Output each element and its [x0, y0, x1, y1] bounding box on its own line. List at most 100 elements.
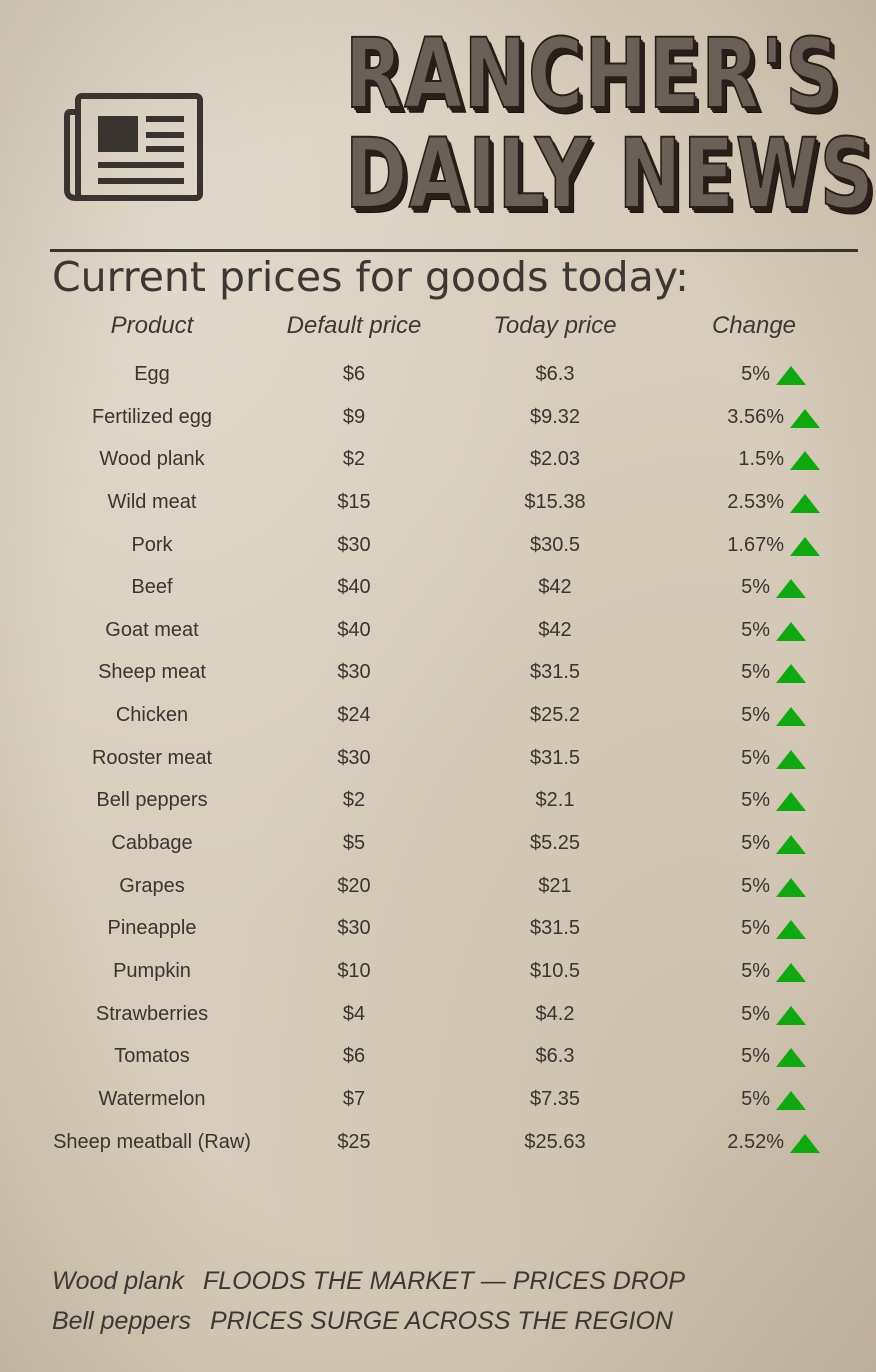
- up-arrow-icon: [790, 536, 820, 556]
- table-row: Beef $40 $42 5%: [0, 568, 876, 611]
- today-price: $9.32: [529, 405, 581, 428]
- table-row: Bell peppers $2 $2.1 5%: [0, 781, 876, 824]
- today-price: $21: [538, 874, 572, 897]
- default-price: $6: [342, 363, 366, 385]
- up-arrow-icon: [790, 493, 820, 513]
- headline-item: Wood plank: [52, 1267, 185, 1295]
- up-arrow-icon: [776, 664, 806, 684]
- product-name: Wild meat: [107, 490, 197, 513]
- price-change: 5%: [741, 363, 770, 385]
- product-name: Pork: [131, 533, 173, 556]
- product-name: Beef: [131, 576, 173, 599]
- table-header: Product Default price Today price Change: [0, 312, 876, 352]
- default-price: $2: [342, 789, 366, 812]
- headline-2: Bell peppers PRICES SURGE ACROSS THE REG…: [52, 1307, 673, 1336]
- price-change: 5%: [741, 874, 770, 897]
- up-arrow-icon: [776, 792, 806, 812]
- up-arrow-icon: [776, 579, 806, 599]
- today-price: $31.5: [529, 917, 581, 940]
- default-price: $2: [342, 448, 366, 471]
- default-price: $4: [342, 1002, 366, 1025]
- default-price: $6: [342, 1045, 366, 1068]
- default-price: $9: [342, 405, 366, 428]
- price-change: 5%: [741, 661, 770, 684]
- masthead-title-line1: RANCHER'S: [344, 18, 841, 130]
- up-arrow-icon: [776, 1048, 806, 1068]
- price-change: 5%: [741, 917, 770, 940]
- default-price: $30: [337, 917, 371, 940]
- today-price: $4.2: [535, 1002, 575, 1025]
- today-price: $5.25: [529, 832, 581, 855]
- today-price: $15.38: [524, 490, 586, 513]
- table-row: Strawberries $4 $4.2 5%: [0, 995, 876, 1038]
- table-row: Pumpkin $10 $10.5 5%: [0, 952, 876, 995]
- table-row: Rooster meat $30 $31.5 5%: [0, 739, 876, 782]
- table-row: Wood plank $2 $2.03 1.5%: [0, 440, 876, 483]
- headline-text: FLOODS THE MARKET — PRICES DROP: [202, 1267, 685, 1295]
- default-price: $30: [337, 746, 371, 769]
- header-today-price: Today price: [493, 312, 617, 339]
- up-arrow-icon: [790, 1133, 820, 1153]
- price-change: 5%: [741, 746, 770, 769]
- default-price: $7: [342, 1087, 366, 1110]
- today-price: $6.3: [535, 363, 575, 385]
- table-row: Wild meat $15 $15.38 2.53%: [0, 483, 876, 526]
- default-price: $24: [337, 704, 371, 727]
- up-arrow-icon: [776, 749, 806, 769]
- default-price: $40: [337, 618, 371, 641]
- today-price: $6.3: [535, 1045, 575, 1068]
- today-price: $31.5: [529, 746, 581, 769]
- product-name: Sheep meatball (Raw): [53, 1130, 251, 1153]
- product-name: Pineapple: [107, 917, 197, 940]
- product-name: Cabbage: [111, 832, 193, 855]
- table-row: Watermelon $7 $7.35 5%: [0, 1080, 876, 1123]
- headline-item: Bell peppers: [52, 1307, 191, 1335]
- price-change: 5%: [741, 704, 770, 727]
- price-table: Product Default price Today price Change…: [0, 312, 876, 1153]
- product-name: Strawberries: [95, 1002, 209, 1025]
- price-change: 2.52%: [727, 1130, 784, 1153]
- headline-text: PRICES SURGE ACROSS THE REGION: [209, 1307, 673, 1335]
- product-name: Egg: [134, 363, 170, 385]
- table-row: Goat meat $40 $42 5%: [0, 611, 876, 654]
- masthead-title: RANCHER'S DAILY NEWS: [290, 18, 874, 225]
- product-name: Chicken: [115, 704, 189, 727]
- today-price: $42: [538, 618, 572, 641]
- today-price: $25.63: [524, 1130, 586, 1153]
- product-name: Watermelon: [98, 1087, 206, 1110]
- up-arrow-icon: [776, 366, 806, 385]
- price-change: 5%: [741, 959, 770, 982]
- price-change: 1.5%: [738, 448, 784, 471]
- product-name: Bell peppers: [96, 789, 208, 812]
- today-price: $2.03: [529, 448, 581, 471]
- header-product: Product: [110, 312, 194, 339]
- price-change: 5%: [741, 576, 770, 599]
- header-change: Change: [711, 312, 797, 339]
- default-price: $30: [337, 533, 371, 556]
- today-price: $30.5: [529, 533, 581, 556]
- today-price: $2.1: [535, 789, 575, 812]
- table-row: Chicken $24 $25.2 5%: [0, 696, 876, 739]
- today-price: $42: [538, 576, 572, 599]
- product-name: Rooster meat: [91, 746, 213, 769]
- default-price: $10: [337, 959, 371, 982]
- default-price: $20: [337, 874, 371, 897]
- default-price: $40: [337, 576, 371, 599]
- price-change: 5%: [741, 832, 770, 855]
- default-price: $25: [337, 1130, 371, 1153]
- page-subtitle: Current prices for goods today:: [52, 253, 689, 301]
- table-row: Tomatos $6 $6.3 5%: [0, 1037, 876, 1080]
- header-divider: [50, 249, 858, 252]
- default-price: $15: [337, 490, 371, 513]
- today-price: $25.2: [529, 704, 581, 727]
- table-row: Grapes $20 $21 5%: [0, 867, 876, 910]
- newspaper-icon: [64, 93, 203, 201]
- price-change: 5%: [741, 1045, 770, 1068]
- header-default-price: Default price: [286, 312, 422, 339]
- table-row: Cabbage $5 $5.25 5%: [0, 824, 876, 867]
- table-row: Sheep meat $30 $31.5 5%: [0, 653, 876, 696]
- table-row: Fertilized egg $9 $9.32 3.56%: [0, 398, 876, 441]
- product-name: Fertilized egg: [91, 405, 213, 428]
- product-name: Sheep meat: [98, 661, 206, 684]
- price-change: 3.56%: [727, 405, 784, 428]
